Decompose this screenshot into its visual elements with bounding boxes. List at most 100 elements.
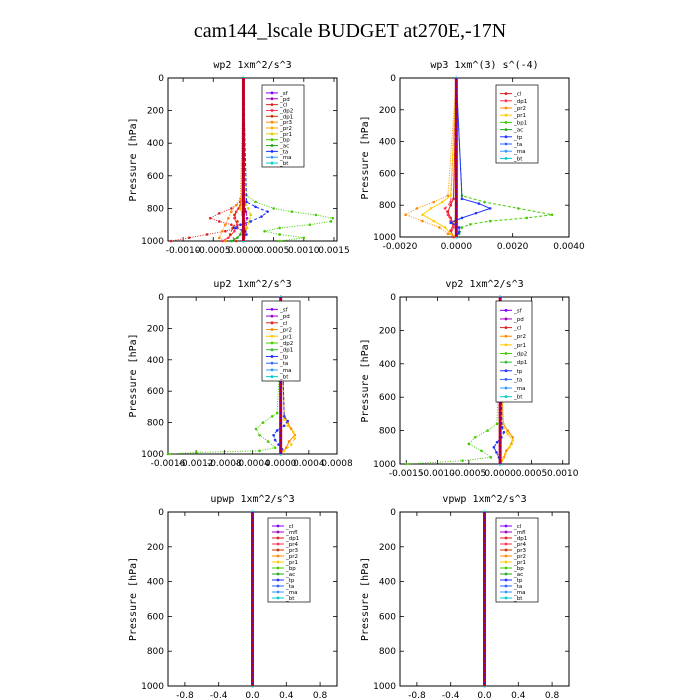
series-line-pr2 xyxy=(404,77,457,238)
legend-marker xyxy=(270,161,274,165)
data-point xyxy=(469,222,472,226)
legend-label: _ta xyxy=(279,149,288,155)
x-tick-label: 0.4 xyxy=(511,691,526,700)
x-tick-label: 0.0008 xyxy=(321,459,353,469)
panel-title: vp2 1xm^2/s^3 xyxy=(445,279,523,290)
legend-marker xyxy=(504,386,508,390)
legend-marker xyxy=(276,560,280,564)
x-tick-label: -0.0020 xyxy=(383,242,418,252)
data-point xyxy=(224,239,227,243)
legend-label: _ta xyxy=(285,584,294,590)
y-tick-label: 400 xyxy=(147,578,164,588)
legend-marker xyxy=(276,548,280,552)
legend-marker xyxy=(504,596,508,600)
y-tick-label: 800 xyxy=(147,647,164,657)
data-point xyxy=(282,415,286,418)
data-point xyxy=(503,452,507,456)
data-point xyxy=(273,446,277,450)
data-point xyxy=(282,424,286,428)
data-point xyxy=(286,419,290,423)
data-point xyxy=(429,207,433,210)
data-point xyxy=(293,437,297,440)
legend-label: _ma xyxy=(279,155,291,161)
panel-title: upwp 1xm^2/s^3 xyxy=(210,494,294,505)
data-point xyxy=(221,239,224,243)
data-point xyxy=(278,239,281,243)
data-point xyxy=(517,207,520,210)
panel-title: up2 1xm^2/s^3 xyxy=(213,279,291,290)
y-tick-label: 1000 xyxy=(373,233,396,243)
x-tick-label: -0.8 xyxy=(176,691,194,700)
x-tick-label: 0.0 xyxy=(245,691,260,700)
x-tick-label: 0.0010 xyxy=(288,246,320,256)
legend-label: _tp xyxy=(279,354,289,360)
data-point xyxy=(460,197,464,201)
data-point xyxy=(489,456,493,459)
series-line-cl xyxy=(170,78,244,242)
legend-label: _cl xyxy=(285,524,294,530)
chart-panel-1: wp2 1xm^2/s^3 Pressure [hPa] 0 200 400 600 800… xyxy=(128,60,350,256)
data-point xyxy=(275,411,279,415)
x-tick-label: -0.0016 xyxy=(151,459,186,469)
data-point xyxy=(421,213,424,217)
legend-label: _tp xyxy=(513,135,523,141)
data-point xyxy=(438,226,441,229)
legend-marker xyxy=(504,566,508,570)
y-tick-label: 200 xyxy=(147,543,164,553)
x-tick-label: -0.0010 xyxy=(166,246,201,256)
y-tick-label: 800 xyxy=(379,427,396,437)
legend-marker xyxy=(504,343,508,347)
legend-label: _bp xyxy=(285,566,296,572)
y-tick-label: 200 xyxy=(379,326,396,336)
x-tick-label: 0.0040 xyxy=(553,242,585,252)
legend-marker xyxy=(270,328,274,331)
y-tick-label: 800 xyxy=(147,204,164,214)
chart-panel-5: upwp 1xm^2/s^3 Pressure [hPa] 0 200 400 600 80… xyxy=(128,494,338,700)
legend-marker xyxy=(270,355,274,358)
data-point xyxy=(446,213,450,217)
x-tick-label: 0.0005 xyxy=(258,246,290,256)
legend-label: _sf xyxy=(513,308,523,314)
data-point xyxy=(230,210,233,213)
data-point xyxy=(187,236,191,240)
legend-label: _pr2 xyxy=(279,328,292,334)
legend-marker xyxy=(504,542,508,546)
data-point xyxy=(266,210,269,213)
y-tick-label: 200 xyxy=(379,543,396,553)
legend-label: _ac xyxy=(513,128,523,134)
legend-label: _pr4 xyxy=(285,542,299,548)
panel-title: wp3 1xm^(3) s^(-4) xyxy=(430,60,538,71)
data-point xyxy=(286,424,290,428)
legend-label: _pr3 xyxy=(285,548,299,554)
legend-label: _pr3 xyxy=(513,548,527,554)
data-point xyxy=(432,200,436,204)
data-point xyxy=(169,239,173,243)
legend-marker xyxy=(270,138,274,142)
legend-label: _ta xyxy=(279,361,288,367)
legend-marker xyxy=(270,314,274,318)
legend-label: _bp xyxy=(279,138,290,144)
y-tick-label: 0 xyxy=(390,293,396,303)
legend-marker xyxy=(270,91,274,95)
data-point xyxy=(239,223,242,226)
legend-label: _cl xyxy=(513,524,522,530)
legend-marker xyxy=(504,113,508,117)
legend-marker xyxy=(276,530,280,534)
y-tick-label: 600 xyxy=(379,169,396,179)
data-point xyxy=(421,219,424,223)
data-point xyxy=(486,429,489,432)
legend-label: _bt xyxy=(285,596,295,602)
legend-label: _bt xyxy=(279,161,289,167)
legend-label: _pr2 xyxy=(513,554,526,560)
data-point xyxy=(432,219,436,223)
data-point xyxy=(488,219,492,223)
data-point xyxy=(233,229,236,233)
legend-marker xyxy=(504,590,508,594)
data-point xyxy=(331,216,335,220)
legend-marker xyxy=(270,307,274,311)
data-point xyxy=(258,433,261,437)
legend-label: _pr1 xyxy=(279,132,292,138)
legend-marker xyxy=(504,135,508,139)
legend-label: _bp xyxy=(513,566,524,572)
